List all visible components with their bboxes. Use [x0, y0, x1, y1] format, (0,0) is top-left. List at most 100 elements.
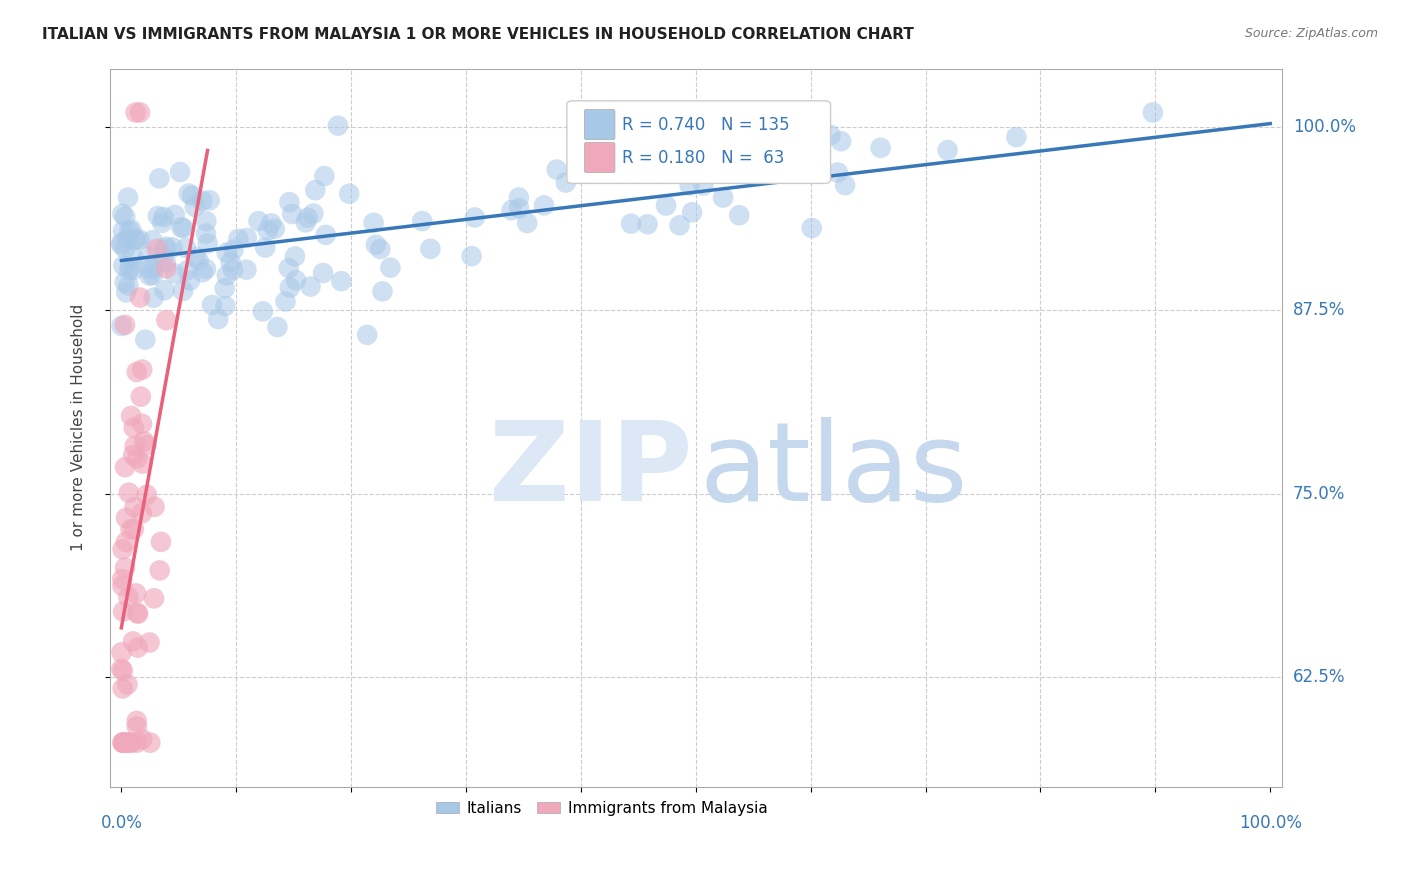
- Point: [125, 586, 148, 600]
- Point: [125, 719, 148, 733]
- Point: [214, 281, 236, 295]
- Text: 87.5%: 87.5%: [1294, 301, 1346, 319]
- Point: [129, 105, 152, 120]
- Point: [131, 417, 153, 431]
- Point: [252, 304, 274, 318]
- Point: [138, 262, 160, 277]
- Point: [111, 681, 134, 696]
- Point: [135, 488, 157, 502]
- Point: [131, 457, 153, 471]
- Point: [131, 732, 153, 747]
- Point: [1005, 130, 1028, 145]
- Point: [122, 522, 145, 536]
- Point: [122, 250, 145, 264]
- Point: [277, 261, 299, 276]
- Point: [112, 736, 135, 750]
- Point: [129, 390, 152, 404]
- Point: [112, 736, 135, 750]
- Point: [187, 253, 209, 268]
- Point: [869, 141, 891, 155]
- Point: [118, 485, 141, 500]
- Point: [142, 261, 165, 276]
- Point: [297, 211, 319, 225]
- Point: [380, 260, 402, 275]
- Point: [184, 200, 207, 214]
- Point: [146, 209, 169, 223]
- Point: [114, 210, 136, 224]
- Point: [236, 231, 259, 245]
- Point: [117, 677, 139, 691]
- Point: [304, 183, 326, 197]
- Point: [284, 249, 307, 263]
- Point: [546, 162, 568, 177]
- Point: [132, 434, 155, 449]
- Point: [215, 268, 238, 283]
- Point: [143, 591, 166, 606]
- Point: [1142, 105, 1164, 120]
- Point: [115, 736, 138, 750]
- Point: [800, 221, 823, 235]
- FancyBboxPatch shape: [585, 110, 614, 140]
- Point: [141, 233, 163, 247]
- Point: [120, 523, 142, 537]
- Point: [115, 535, 138, 549]
- Point: [302, 206, 325, 220]
- Point: [247, 214, 270, 228]
- Point: [179, 273, 201, 287]
- Text: ITALIAN VS IMMIGRANTS FROM MALAYSIA 1 OR MORE VEHICLES IN HOUSEHOLD CORRELATION : ITALIAN VS IMMIGRANTS FROM MALAYSIA 1 OR…: [42, 27, 914, 42]
- Point: [637, 217, 659, 231]
- Point: [337, 186, 360, 201]
- Point: [138, 635, 160, 649]
- Point: [294, 215, 316, 229]
- Point: [122, 448, 145, 462]
- Point: [121, 736, 143, 750]
- Point: [124, 232, 146, 246]
- Point: [274, 294, 297, 309]
- Point: [131, 362, 153, 376]
- Point: [111, 542, 134, 557]
- Point: [315, 227, 337, 242]
- Point: [114, 460, 136, 475]
- Point: [363, 216, 385, 230]
- Point: [129, 291, 152, 305]
- Point: [143, 500, 166, 514]
- Point: [314, 169, 336, 183]
- Point: [118, 260, 141, 274]
- Point: [173, 221, 195, 235]
- Point: [125, 365, 148, 379]
- Point: [214, 299, 236, 313]
- Point: [149, 563, 172, 577]
- Point: [326, 119, 349, 133]
- Point: [111, 238, 134, 252]
- Point: [419, 242, 441, 256]
- Point: [155, 240, 177, 254]
- Point: [124, 439, 146, 453]
- Point: [371, 285, 394, 299]
- Point: [142, 268, 165, 282]
- Point: [501, 203, 523, 218]
- Point: [120, 736, 142, 750]
- Point: [138, 268, 160, 283]
- Point: [368, 242, 391, 256]
- Text: ZIP: ZIP: [489, 417, 692, 524]
- Point: [219, 255, 242, 269]
- Point: [146, 242, 169, 256]
- Point: [820, 128, 842, 142]
- Point: [197, 236, 219, 251]
- Text: 0.0%: 0.0%: [100, 814, 142, 832]
- Point: [195, 262, 218, 277]
- Point: [516, 216, 538, 230]
- Point: [149, 534, 172, 549]
- Point: [111, 579, 134, 593]
- Point: [278, 195, 301, 210]
- Point: [655, 198, 678, 212]
- Point: [155, 255, 177, 269]
- Point: [460, 249, 482, 263]
- Point: [681, 205, 703, 219]
- Point: [127, 451, 149, 466]
- Point: [120, 223, 142, 237]
- Point: [281, 207, 304, 221]
- Point: [124, 233, 146, 247]
- Point: [117, 591, 139, 605]
- Point: [124, 105, 146, 120]
